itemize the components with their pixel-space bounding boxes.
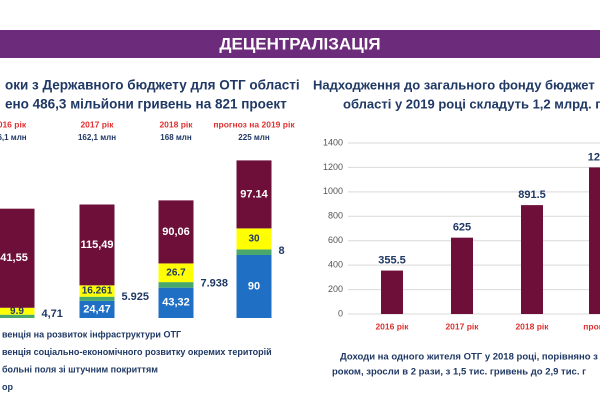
bar (381, 270, 403, 314)
bar-segment (236, 160, 272, 229)
category-label: 2016 рік (0, 119, 27, 129)
y-tick-label: 0 (338, 308, 343, 318)
bar (451, 237, 473, 314)
y-tick-label: 1200 (323, 162, 343, 172)
legend-label: больні поля зі штучним покриттям (2, 364, 158, 374)
x-tick-label: 2016 рік (375, 321, 409, 331)
legend-label: венція соціально-економічного розвитку о… (2, 347, 272, 357)
value-label: 43,32 (162, 297, 190, 309)
y-tick-label: 600 (328, 235, 343, 245)
bar (521, 205, 543, 314)
value-label: 90,06 (162, 226, 190, 238)
caption: Доходи на одного жителя ОТГ у 2018 році,… (340, 352, 598, 363)
value-label: 8 (279, 245, 285, 257)
caption: роком, зросли в 2 рази, з 1,5 тис. гриве… (332, 367, 586, 378)
bar-segment (158, 200, 194, 264)
total-label: 56,1 млн (0, 133, 27, 142)
bar-segment (236, 228, 272, 250)
bar-segment (0, 208, 35, 308)
value-label: 30 (248, 234, 260, 245)
value-label: 7.938 (201, 278, 229, 290)
x-tick-label: прогноз (583, 321, 600, 331)
value-label: 141,55 (0, 252, 28, 264)
chart-title: ено 486,3 мільйони гривень на 821 проект (5, 97, 287, 112)
value-label: 90 (248, 280, 260, 292)
value-label: 5.925 (122, 291, 150, 303)
bar-segment (158, 282, 194, 288)
category-label: 2018 рік (159, 119, 193, 129)
value-label: 4,71 (42, 308, 63, 320)
chart-title: Надходження до загального фонду бюджет (313, 77, 595, 92)
banner (0, 30, 600, 58)
y-tick-label: 200 (328, 284, 343, 294)
value-label: 1200 (588, 151, 600, 163)
chart-title: області у 2019 році складуть 1,2 млрд. г (343, 96, 600, 111)
bar-segment (236, 249, 272, 255)
value-label: 625 (453, 222, 471, 234)
total-label: 168 млн (160, 133, 192, 142)
bar-segment (158, 287, 194, 318)
value-label: 26.7 (166, 267, 186, 278)
total-label: 225 млн (238, 133, 270, 142)
x-tick-label: 2018 рік (515, 321, 549, 331)
bar-segment (0, 314, 35, 318)
legend-label: венція на розвиток інфраструктури ОТГ (2, 329, 181, 339)
bar-segment (79, 285, 115, 297)
value-label: 9.9 (10, 306, 24, 317)
bar-segment (0, 307, 35, 315)
y-tick-label: 400 (328, 260, 343, 270)
value-label: 115,49 (80, 239, 113, 251)
value-label: 355.5 (378, 254, 406, 266)
value-label: 97.14 (240, 188, 268, 200)
value-label: 16.261 (82, 286, 113, 297)
bar-segment (79, 296, 115, 301)
bar-segment (236, 255, 272, 318)
legend-label: ор (2, 382, 13, 392)
chart-title: оки з Державного бюджету для ОТГ області (5, 78, 300, 93)
total-label: 162,1 млн (78, 133, 116, 142)
category-label: прогноз на 2019 рік (213, 119, 295, 129)
bar-segment (79, 204, 115, 286)
y-tick-label: 800 (328, 211, 343, 221)
value-label: 891.5 (518, 189, 546, 201)
y-tick-label: 1400 (323, 137, 343, 147)
category-label: 2017 рік (80, 119, 114, 129)
x-tick-label: 2017 рік (445, 321, 479, 331)
bar-segment (79, 300, 115, 318)
value-label: 24,47 (83, 303, 111, 315)
bar-segment (158, 263, 194, 283)
banner-title: ДЕЦЕНТРАЛІЗАЦІЯ (219, 34, 380, 53)
y-tick-label: 1000 (323, 186, 343, 196)
bar (589, 167, 600, 314)
